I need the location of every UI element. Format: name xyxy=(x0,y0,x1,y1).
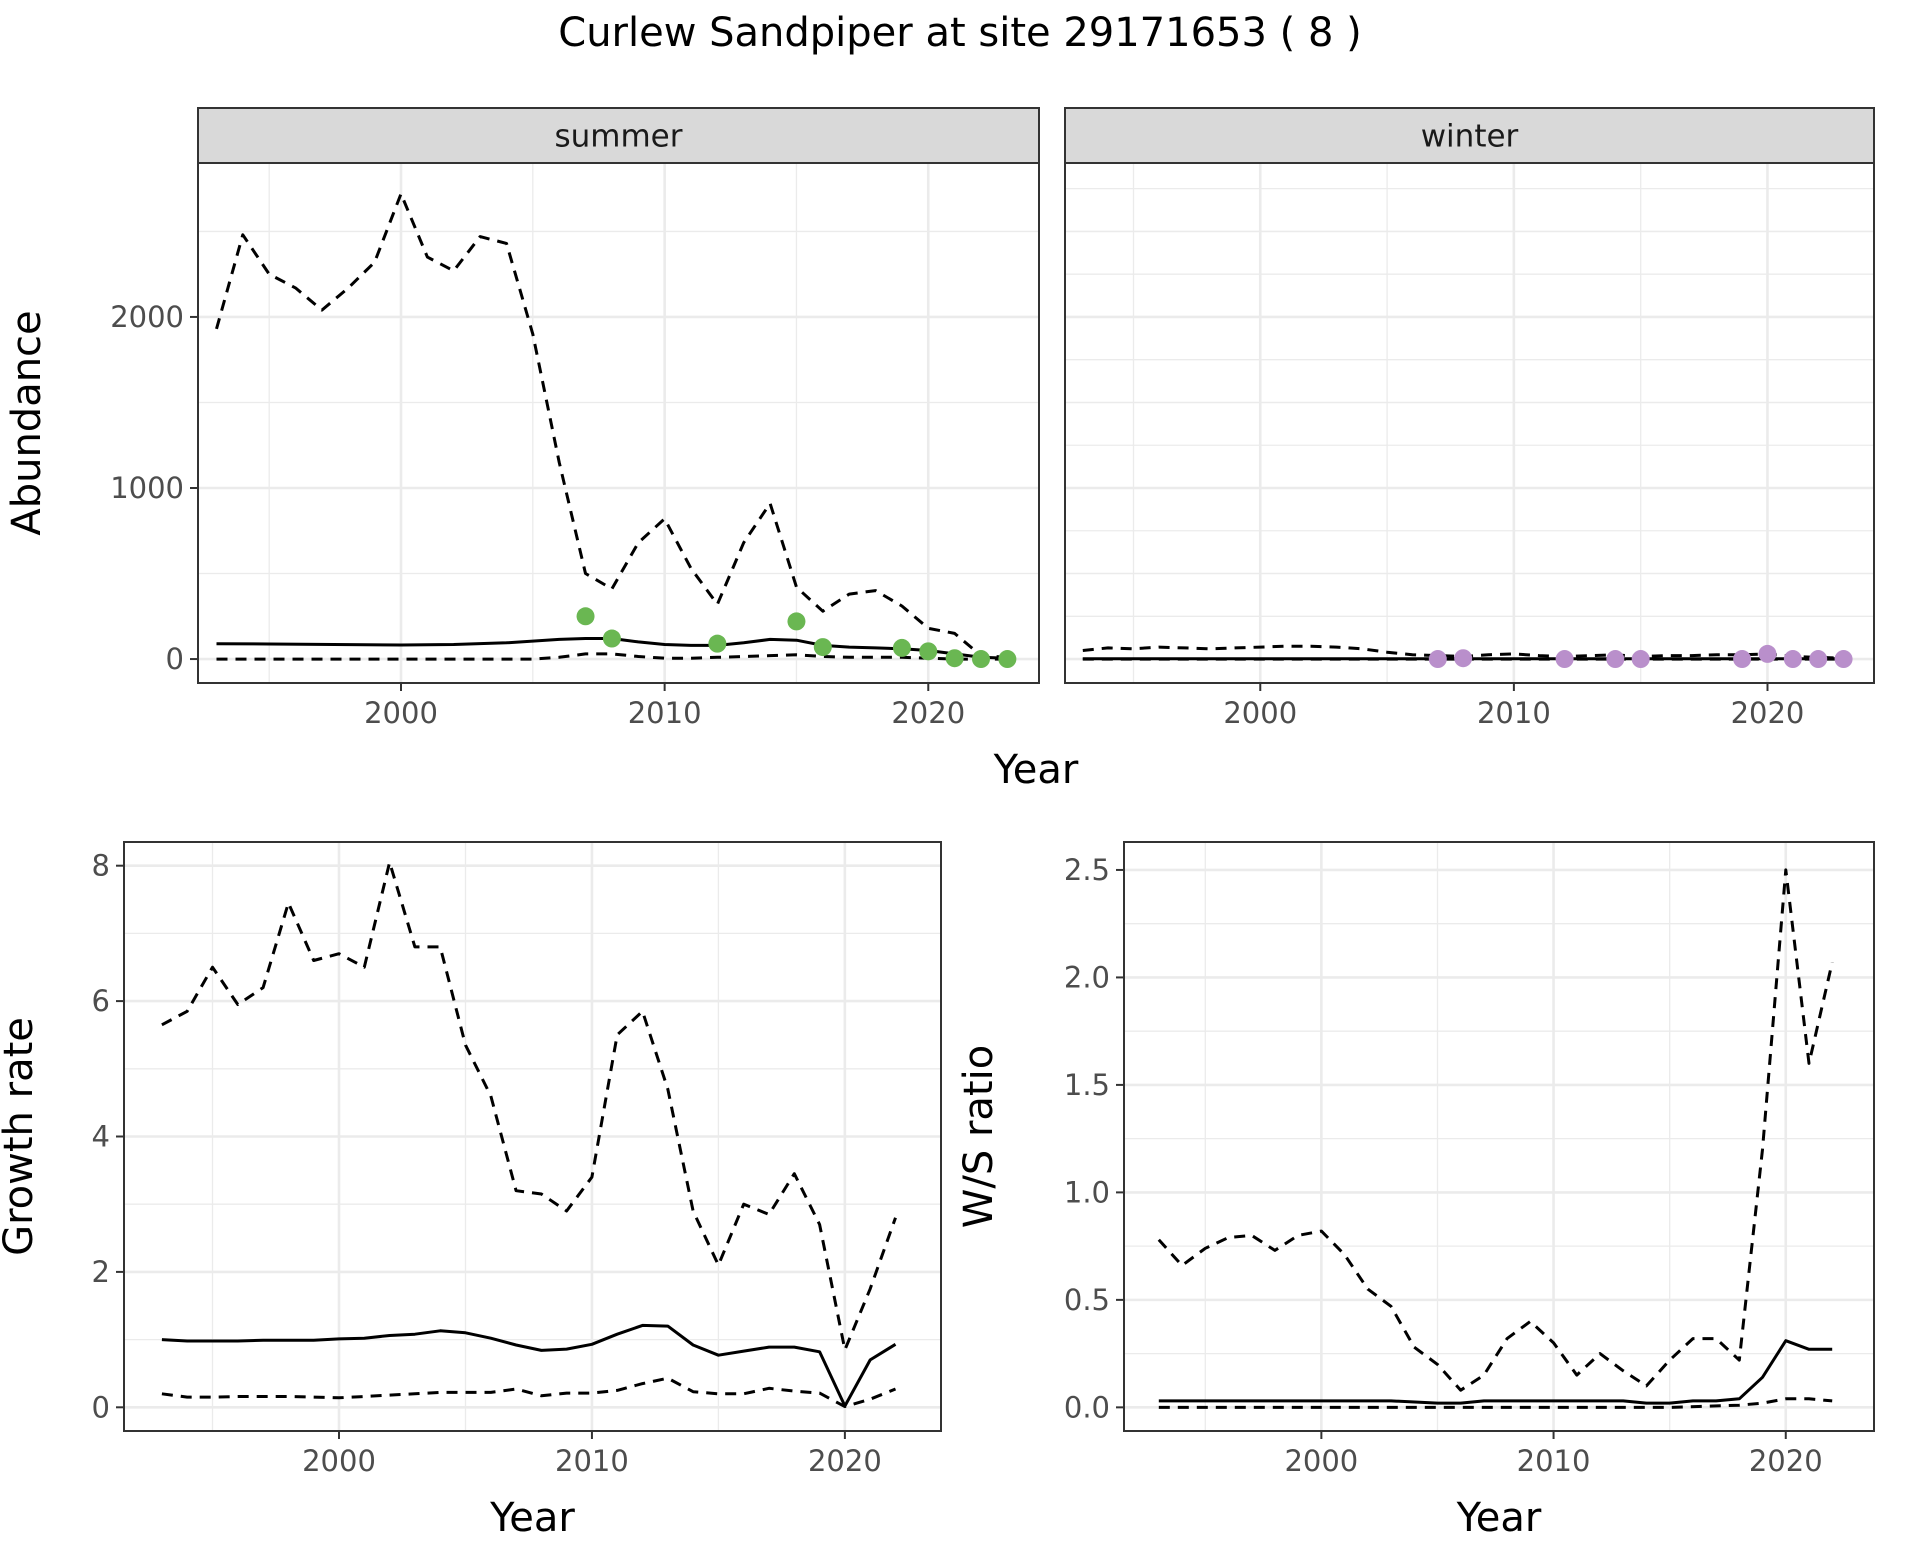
data-point xyxy=(602,629,621,648)
facet-strip-label: summer xyxy=(554,119,682,155)
y-axis-label: W/S ratio xyxy=(956,1045,1002,1228)
x-axis-label: Year xyxy=(489,1495,575,1541)
y-axis-label: Abundance xyxy=(4,310,50,535)
y-tick-label: 4 xyxy=(92,1120,110,1154)
x-tick-label: 2020 xyxy=(1749,1444,1823,1478)
series-line-upper xyxy=(215,192,1008,659)
plot-background xyxy=(198,163,1039,683)
y-tick-label: 0 xyxy=(92,1390,110,1424)
y-tick-label: 6 xyxy=(92,984,110,1018)
plot-background xyxy=(1124,842,1874,1431)
y-tick-label: 2 xyxy=(92,1255,110,1289)
x-tick-label: 2020 xyxy=(808,1444,882,1478)
data-point xyxy=(813,638,832,657)
figure-title: Curlew Sandpiper at site 29171653 ( 8 ) xyxy=(558,10,1361,56)
x-tick-label: 2010 xyxy=(1477,696,1551,730)
panel-summer: summer 2000 2010 2020 0 1000 2000 Abundance xyxy=(4,107,1040,730)
x-tick-label: 2010 xyxy=(555,1444,629,1478)
data-point xyxy=(998,650,1017,669)
y-tick-label: 1.0 xyxy=(1064,1175,1110,1209)
y-tick-label: 1.5 xyxy=(1064,1068,1110,1102)
facet-strip xyxy=(197,107,1040,164)
series-line-lower xyxy=(161,1376,897,1409)
plot-background xyxy=(1065,163,1874,683)
series-line-upper xyxy=(161,860,897,1352)
x-tick-label: 2010 xyxy=(628,696,702,730)
y-tick-label: 0 xyxy=(166,642,184,676)
series-line-lower xyxy=(216,652,1008,661)
data-point xyxy=(1428,650,1447,669)
y-tick-label: 2.0 xyxy=(1064,960,1110,994)
panels-layer: summer 2000 2010 2020 0 1000 2000 Abundance wint… xyxy=(0,107,1875,1541)
x-tick-label: 2000 xyxy=(1223,696,1297,730)
series-line-mean xyxy=(1158,1339,1833,1405)
data-point xyxy=(972,650,990,669)
data-point xyxy=(892,638,911,657)
data-point xyxy=(1454,649,1473,668)
x-tick-label: 2000 xyxy=(364,696,438,730)
y-tick-label: 0.0 xyxy=(1064,1390,1110,1424)
plot-border xyxy=(1123,841,1875,1432)
y-tick-label: 8 xyxy=(92,849,110,883)
facet-strip xyxy=(1064,107,1875,164)
data-point xyxy=(1631,650,1650,669)
x-axis-label-shared: Year xyxy=(993,747,1079,793)
data-point xyxy=(945,649,964,668)
data-point xyxy=(1733,650,1752,669)
y-tick-label: 1000 xyxy=(110,471,184,505)
data-point xyxy=(1783,650,1802,669)
panel-chart-3: 2000 2010 2020 0.0 0.5 1.0 1.5 2.0 2.5 W/S ratio Y… xyxy=(956,841,1875,1541)
x-tick-label: 2000 xyxy=(302,1444,376,1478)
panel-chart-2: 2000 2010 2020 0 2 4 6 8 Growth rate Year xyxy=(0,841,942,1541)
x-tick-label: 2000 xyxy=(1284,1444,1358,1478)
y-tick-label: 2.5 xyxy=(1064,853,1110,887)
data-point xyxy=(1809,650,1828,669)
data-point xyxy=(787,612,806,631)
y-tick-label: 0.5 xyxy=(1064,1283,1110,1317)
panel-winter: winter 2000 2010 2020 xyxy=(1064,107,1875,730)
data-point xyxy=(1606,650,1625,669)
x-tick-label: 2010 xyxy=(1517,1444,1591,1478)
series-line-mean xyxy=(161,1323,897,1408)
series-line-upper xyxy=(1157,868,1834,1392)
x-tick-label: 2020 xyxy=(1731,696,1805,730)
data-point xyxy=(1834,650,1853,669)
data-point xyxy=(576,607,595,626)
y-tick-label: 2000 xyxy=(110,300,184,334)
data-point xyxy=(919,642,938,661)
facet-strip-label: winter xyxy=(1421,119,1519,155)
data-point xyxy=(1555,650,1574,669)
x-axis-label: Year xyxy=(1456,1495,1542,1541)
data-point xyxy=(708,634,727,653)
data-point xyxy=(1758,644,1777,663)
x-tick-label: 2020 xyxy=(891,696,965,730)
y-axis-label: Growth rate xyxy=(0,1017,42,1256)
